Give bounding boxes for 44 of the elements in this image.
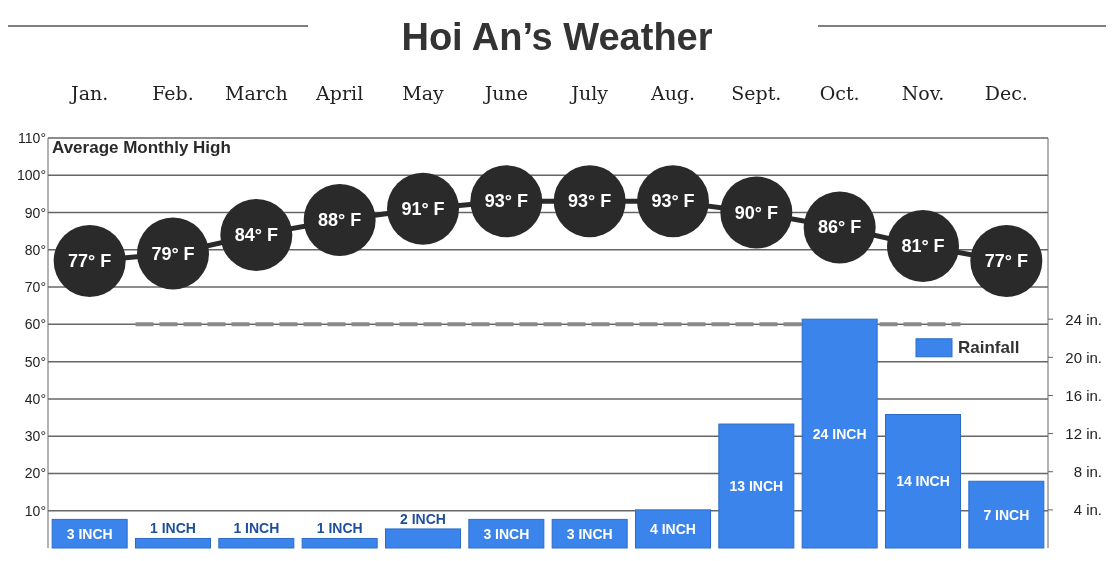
x-tick-label: Oct. [819, 82, 860, 104]
y-tick-label: 30° [24, 428, 46, 445]
y-tick-label: 20° [24, 465, 46, 482]
x-tick-label: May [402, 82, 445, 104]
y-tick-label: 80° [24, 241, 46, 258]
y2-tick-label: 4 in. [1073, 501, 1102, 519]
y-tick-label: 110° [18, 130, 46, 146]
data-label: 3 INCH [66, 525, 113, 542]
y2-tick-label: 12 in. [1065, 425, 1102, 443]
data-label: 1 INCH [150, 520, 196, 537]
x-tick-label: Jan. [69, 82, 109, 104]
data-label: 1 INCH [233, 520, 280, 537]
x-tick-label: June [482, 82, 529, 104]
y2-tick-label: 20 in. [1065, 348, 1102, 366]
data-label: 24 INCH [812, 425, 867, 442]
y-tick-label: 10° [24, 502, 46, 519]
y2-tick-label: 16 in. [1065, 386, 1102, 404]
text: Average Monthly High [52, 137, 231, 157]
y-tick-label: 40° [24, 390, 46, 407]
x-tick-label: Nov. [901, 82, 945, 104]
x-tick-label: April [315, 82, 364, 104]
data-label: 1 INCH [316, 520, 363, 537]
y-tick-label: 60° [24, 316, 46, 333]
data-label: 2 INCH [400, 510, 446, 527]
x-tick-label: Dec. [984, 82, 1028, 104]
x-tick-label: July [569, 82, 609, 104]
y-tick-label: 50° [24, 353, 46, 370]
data-label: 3 INCH [566, 525, 613, 542]
x-tick-label: Feb. [152, 82, 194, 104]
x-tick-label: March [224, 82, 288, 104]
data-label: 14 INCH [896, 473, 950, 490]
data-label: 3 INCH [483, 525, 530, 542]
data-label: 13 INCH [729, 478, 784, 495]
legend-label: Rainfall [958, 338, 1020, 358]
y-tick-label: 100° [17, 167, 46, 184]
y2-tick-label: 24 in. [1065, 310, 1102, 328]
chart-title: Hoi An’s Weather [401, 16, 713, 58]
y-tick-label: 90° [24, 204, 46, 221]
y-tick-label: 70° [24, 279, 46, 296]
y2-tick-label: 8 in. [1073, 463, 1102, 481]
x-tick-label: Aug. [649, 82, 696, 104]
x-tick-label: Sept. [731, 82, 782, 104]
data-label: 7 INCH [983, 506, 1030, 523]
data-label: 4 INCH [650, 520, 696, 537]
